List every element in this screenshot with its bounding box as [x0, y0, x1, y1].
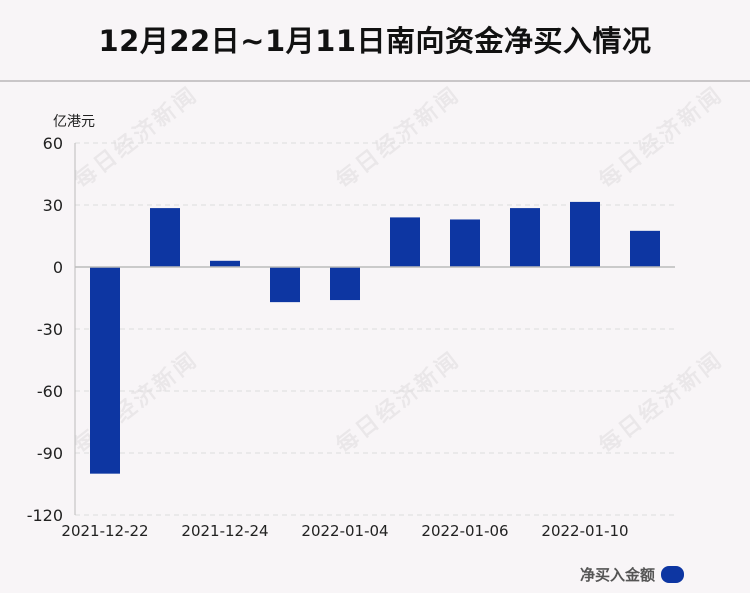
bar: [330, 267, 360, 301]
bar: [210, 260, 240, 267]
bar: [270, 267, 300, 303]
y-tick-label: -60: [37, 382, 63, 401]
legend: 净买入金额: [580, 564, 684, 585]
legend-label: 净买入金额: [579, 566, 655, 584]
y-tick-label: -30: [37, 320, 63, 339]
y-tick-label: -90: [37, 444, 63, 463]
bar: [450, 219, 480, 267]
bar: [570, 201, 600, 267]
y-axis-unit-label: 亿港元: [53, 114, 95, 130]
bar: [630, 230, 660, 267]
title-divider: [0, 80, 750, 82]
y-tick-label: -120: [27, 506, 63, 525]
bar: [90, 267, 120, 474]
x-tick-label: 2022-01-04: [301, 522, 388, 540]
x-tick-label: 2021-12-22: [61, 522, 148, 540]
y-tick-label: 30: [43, 196, 63, 215]
bar: [390, 217, 420, 267]
x-tick-label: 2022-01-10: [541, 522, 628, 540]
y-tick-label: 0: [53, 258, 63, 277]
y-tick-label: 60: [43, 134, 63, 153]
chart-title: 12月22日~1月11日南向资金净买入情况: [98, 24, 652, 58]
bar: [510, 208, 540, 267]
legend-swatch: [661, 566, 684, 583]
x-tick-label: 2022-01-06: [421, 522, 508, 540]
bar: [150, 208, 180, 267]
x-tick-label: 2021-12-24: [181, 522, 268, 540]
